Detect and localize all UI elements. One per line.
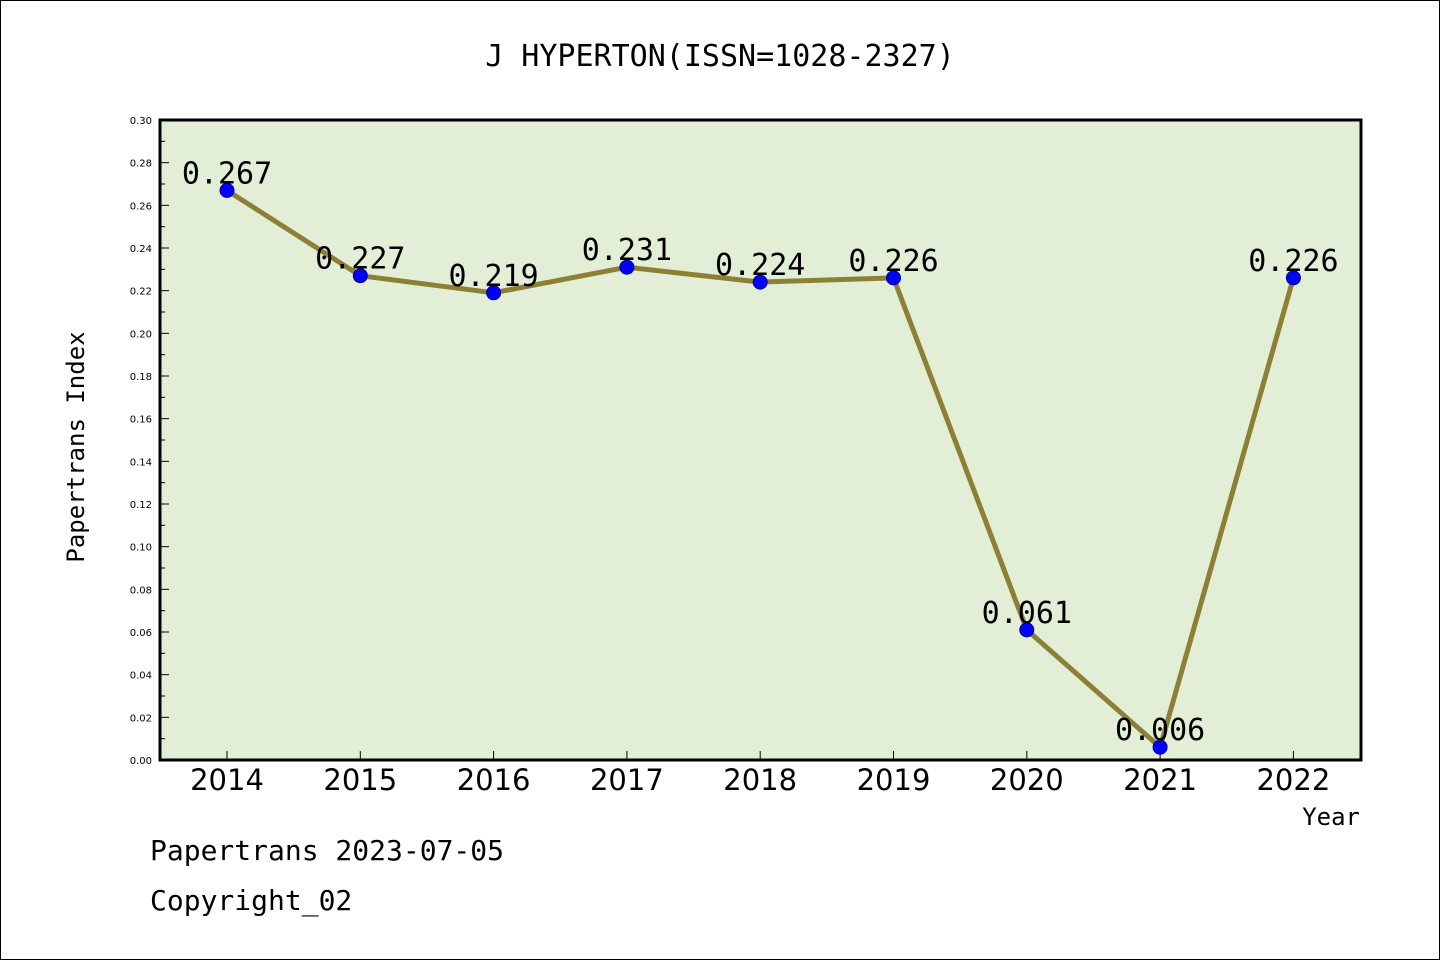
x-axis-title: Year	[1302, 803, 1360, 831]
plot-area	[158, 118, 1363, 762]
data-label: 0.061	[982, 596, 1072, 631]
data-point	[752, 274, 768, 290]
data-point	[486, 285, 502, 301]
data-markers	[219, 182, 1301, 755]
data-labels: 0.267 0.227 0.219 0.231 0.224 0.226 0.061 0.006…	[182, 156, 1339, 748]
data-label: 0.219	[448, 259, 538, 294]
y-axis-title: Papertrans Index	[62, 331, 90, 562]
y-tick-label: 0.24	[130, 244, 152, 255]
data-point	[352, 268, 368, 284]
y-tick-label: 0.10	[130, 543, 152, 554]
data-point	[1152, 739, 1168, 755]
data-label: 0.226	[848, 244, 938, 279]
x-tick-label: 2021	[1123, 763, 1197, 797]
footer-copyright: Copyright_02	[150, 884, 353, 917]
y-tick-label: 0.26	[130, 201, 152, 212]
y-tick-label: 0.14	[130, 457, 152, 468]
data-point	[886, 270, 901, 286]
data-label: 0.231	[582, 233, 672, 268]
y-tick-label: 0.28	[130, 159, 152, 170]
data-label: 0.227	[315, 242, 405, 277]
y-tick-label: 0.06	[130, 628, 152, 639]
data-point	[619, 259, 635, 275]
data-label: 0.224	[715, 248, 805, 283]
x-axis-ticks: 2014 2015 2016 2017 2018 2019 2020 2021 2022	[190, 751, 1330, 797]
y-tick-label: 0.12	[130, 500, 152, 511]
footer-date: Papertrans 2023-07-05	[150, 834, 505, 867]
data-point	[1019, 622, 1035, 638]
data-label: 0.006	[1115, 713, 1205, 748]
y-tick-label: 0.02	[130, 713, 152, 724]
y-tick-label: 0.18	[130, 372, 152, 383]
x-tick-label: 2022	[1256, 763, 1330, 797]
x-tick-label: 2016	[457, 763, 531, 797]
y-tick-label: 0.20	[130, 329, 152, 340]
x-tick-label: 2019	[857, 763, 931, 797]
x-tick-label: 2020	[990, 763, 1064, 797]
x-tick-label: 2014	[190, 763, 264, 797]
data-label: 0.226	[1248, 244, 1338, 279]
data-label: 0.267	[182, 156, 272, 191]
y-tick-label: 0.00	[130, 756, 152, 767]
y-tick-label: 0.04	[130, 671, 152, 682]
y-tick-label: 0.08	[130, 585, 152, 596]
data-point	[219, 182, 235, 198]
y-axis-ticks: 0.00 0.02 0.04 0.06 0.08 0.10 0.12 0.14 0.16 0.18…	[130, 116, 169, 767]
x-tick-label: 2018	[723, 763, 797, 797]
y-tick-label: 0.22	[130, 287, 152, 298]
data-point	[1285, 270, 1301, 286]
y-tick-label: 0.30	[130, 116, 152, 127]
x-tick-label: 2017	[590, 763, 664, 797]
y-tick-label: 0.16	[130, 415, 152, 426]
x-tick-label: 2015	[323, 763, 397, 797]
chart-title: J HYPERTON(ISSN=1028-2327)	[485, 39, 955, 74]
